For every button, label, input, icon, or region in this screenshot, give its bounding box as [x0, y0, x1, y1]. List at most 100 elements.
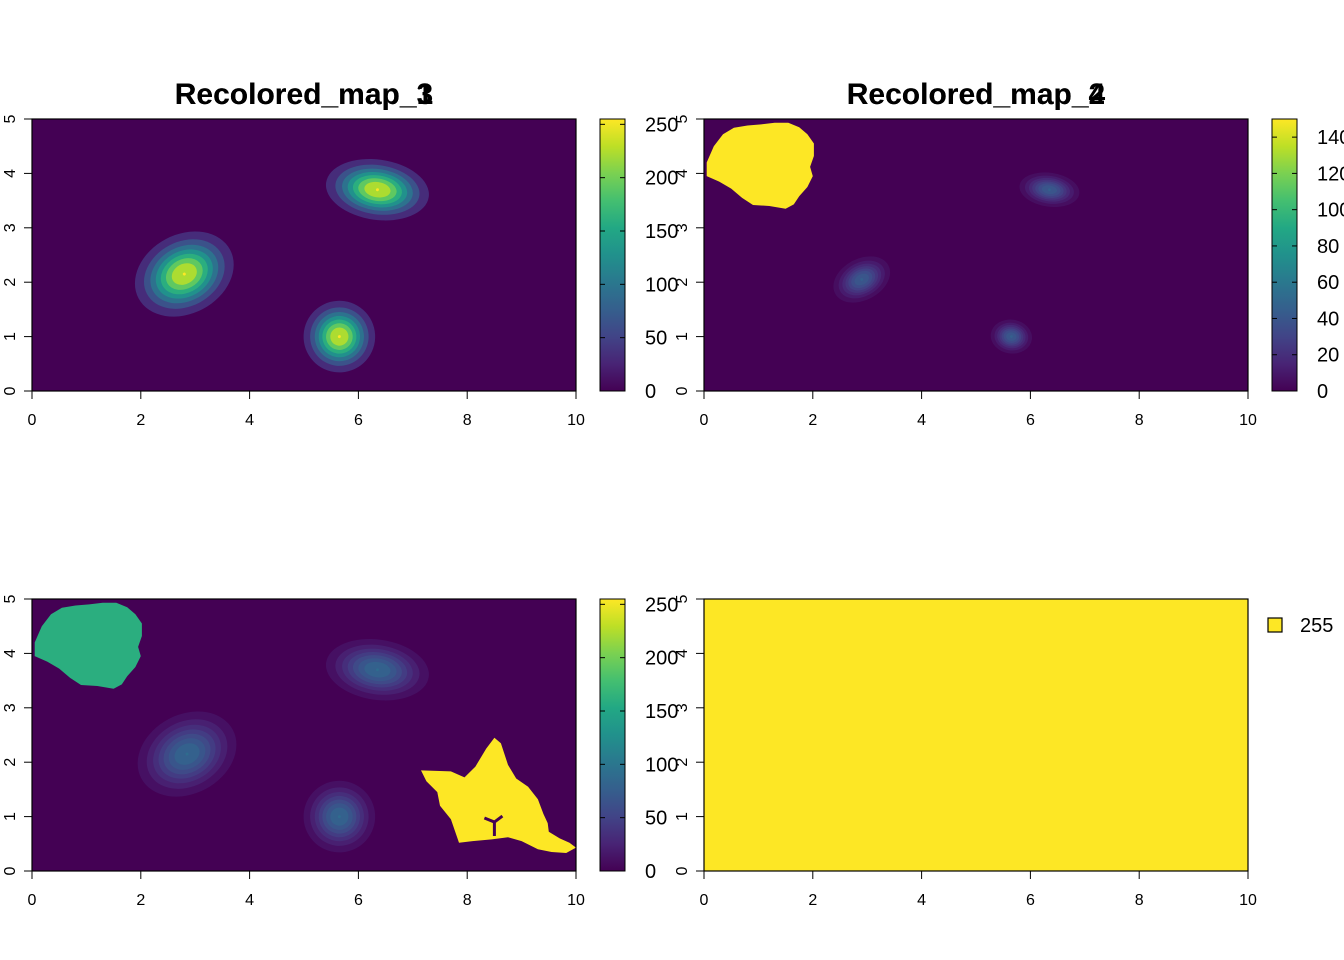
hotspot-level	[375, 668, 379, 672]
colorbar-tick-label: 250	[645, 594, 678, 616]
x-tick-label: 4	[917, 892, 926, 909]
hotspot-level	[337, 815, 341, 819]
colorbar	[599, 598, 626, 872]
hotspot-2	[325, 159, 429, 221]
x-tick-label: 6	[354, 892, 363, 909]
x-tick-label: 10	[1239, 892, 1257, 909]
x-tick-label: 8	[1135, 412, 1144, 429]
map-panel-2: Recolored_map_20246810012345020406080100…	[674, 78, 1344, 429]
raster-area	[32, 599, 576, 871]
colorbar-tick-label: 0	[1317, 381, 1328, 403]
y-tick-label: 4	[2, 169, 19, 178]
x-tick-label: 10	[567, 412, 585, 429]
plot-title: Recolored_map_2	[847, 78, 1105, 111]
colorbar-tick-label: 0	[645, 861, 656, 883]
y-axis: 0 1 2 3 4 5	[674, 594, 705, 875]
colorbar	[1271, 118, 1298, 392]
plot-title: Recolored_map_4	[847, 78, 1106, 111]
y-tick-label: 0	[2, 386, 19, 395]
x-tick-label: 8	[1135, 892, 1144, 909]
x-tick-label: 2	[136, 892, 145, 909]
y-tick-label: 2	[2, 758, 19, 767]
colorbar-tick-label: 60	[1317, 272, 1339, 294]
y-tick-label: 3	[674, 703, 691, 712]
y-tick-label: 4	[674, 169, 691, 178]
x-tick-label: 6	[354, 412, 363, 429]
y-tick-label: 0	[674, 386, 691, 395]
hotspot-level	[1047, 188, 1051, 192]
x-tick-label: 4	[917, 412, 926, 429]
x-tick-label: 2	[808, 412, 817, 429]
raster-area	[32, 119, 576, 391]
x-tick-label: 8	[463, 892, 472, 909]
map-panel-3: Recolored_map_30 2 4 6 8 10012345050100150200…	[2, 78, 678, 909]
hotspot-level	[375, 188, 379, 192]
hotspot-level	[337, 335, 341, 339]
y-tick-label: 3	[2, 223, 19, 232]
y-tick-label: 0	[674, 866, 691, 875]
legend-swatch	[1267, 617, 1283, 633]
legend: 0 50 100 150 200 250	[599, 114, 678, 403]
y-tick-label: 1	[674, 332, 691, 341]
island-north-west	[706, 122, 814, 209]
y-tick-label: 5	[2, 594, 19, 603]
legend-label: 255	[1300, 615, 1333, 637]
hotspot-2	[1019, 172, 1080, 208]
y-tick-label: 3	[674, 223, 691, 232]
colorbar-tick-label: 100	[645, 274, 678, 296]
colorbar-tick-label: 200	[645, 648, 678, 670]
y-axis: 0 1 2 3 4 5	[674, 114, 705, 395]
colorbar-tick-label: 40	[1317, 308, 1339, 330]
x-axis: 0 2 4 6 8 10	[28, 390, 585, 429]
raster-background	[32, 119, 576, 391]
colorbar-tick-label: 50	[645, 328, 667, 350]
x-tick-label: 2	[136, 412, 145, 429]
x-tick-label: 10	[1239, 412, 1257, 429]
hotspot-2	[325, 639, 429, 701]
hotspot-level	[860, 277, 864, 281]
x-tick-label: 0	[700, 412, 709, 429]
x-tick-label: 0	[28, 892, 37, 909]
x-tick-label: 4	[245, 892, 254, 909]
hotspot-level	[1009, 335, 1013, 339]
island-south-east	[421, 737, 576, 853]
y-tick-label: 4	[2, 649, 19, 658]
hotspot-1	[833, 256, 891, 303]
colorbar-tick-label: 0	[645, 381, 656, 403]
raster-area	[704, 119, 1248, 391]
colorbar	[599, 118, 626, 392]
colorbar-tick-label: 150	[645, 221, 678, 243]
y-axis: 0 1 2 3 4 5	[2, 114, 33, 395]
y-axis: 0 1 2 3 4 5	[2, 594, 33, 875]
hotspot-1	[137, 711, 237, 797]
y-tick-label: 0	[2, 866, 19, 875]
legend: 255	[1267, 615, 1333, 637]
colorbar-tick-label: 20	[1317, 345, 1339, 367]
y-tick-label: 1	[2, 812, 19, 821]
colorbar-tick-label: 250	[645, 114, 678, 136]
y-tick-label: 3	[2, 703, 19, 712]
y-tick-label: 1	[674, 812, 691, 821]
hotspot-level	[182, 272, 186, 276]
colorbar-tick-label: 140	[1317, 127, 1344, 149]
y-tick-label: 5	[2, 114, 19, 123]
x-tick-label: 0	[700, 892, 709, 909]
x-tick-label: 0	[28, 412, 37, 429]
legend: 0 20 40 60 80 100 120 140	[1271, 118, 1344, 403]
y-tick-label: 2	[674, 278, 691, 287]
hotspot-1	[134, 231, 234, 317]
legend: 0 50 100 150 200 250	[599, 594, 678, 883]
y-tick-label: 1	[2, 332, 19, 341]
plot-title: Recolored_map_1	[175, 78, 433, 111]
raster-area	[704, 599, 1248, 871]
y-tick-label: 4	[674, 649, 691, 658]
map-panel-1: Recolored_map_10 2 4 6 8 10012345050100150200…	[2, 78, 678, 429]
island-north-west	[34, 602, 142, 689]
y-tick-label: 2	[2, 278, 19, 287]
x-tick-label: 4	[245, 412, 254, 429]
x-axis: 0 2 4 6 8 10	[28, 870, 585, 909]
hotspot-3	[990, 319, 1033, 354]
hotspot-3	[303, 780, 376, 853]
